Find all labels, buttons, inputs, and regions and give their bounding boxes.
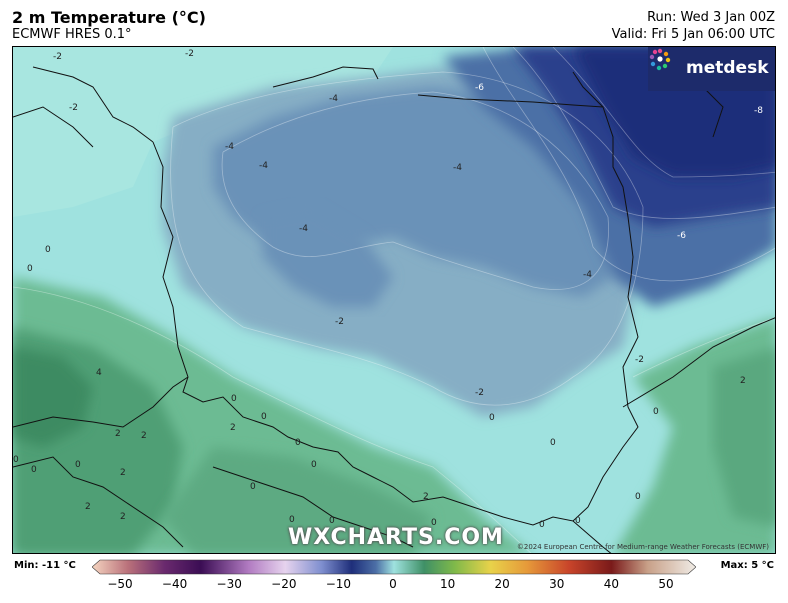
contour-label: -2 [635, 355, 644, 365]
colorbar-tick-label: −30 [216, 577, 242, 591]
colorbar-tick-label: 10 [439, 577, 456, 591]
contour-label: -4 [299, 224, 308, 234]
contour-label: 0 [261, 412, 267, 422]
logo-text: metdesk [686, 58, 769, 78]
contour-label: 0 [27, 264, 33, 274]
copyright-notice: ©2024 European Centre for Medium-range W… [516, 543, 769, 551]
colorbar-tick-label: −50 [107, 577, 133, 591]
max-temperature: Max: 5 °C [720, 560, 774, 571]
contour-label: 0 [489, 413, 495, 423]
colorbar-tick-label: 20 [494, 577, 510, 591]
contour-label: -2 [185, 49, 194, 59]
colorbar-tick-label: −20 [271, 577, 297, 591]
contour-label: -6 [475, 83, 484, 93]
contour-label: 0 [250, 482, 256, 492]
logo-flower-icon [649, 48, 671, 71]
model-label: ECMWF HRES 0.1° [12, 27, 132, 42]
watermark: WXCHARTS.COM [288, 525, 504, 550]
run-time: Run: Wed 3 Jan 00Z [647, 10, 775, 25]
contour-label: -4 [583, 270, 592, 280]
contour-label: 2 [120, 468, 126, 478]
contour-labels: -2 -2 -2 -4 -4 -4 -6 -4 -4 -8 -6 -4 -2 -… [13, 49, 763, 530]
contour-label: 2 [423, 492, 429, 502]
country-borders [13, 66, 775, 553]
contour-label: -8 [754, 106, 763, 116]
contour-label: 0 [653, 407, 659, 417]
contour-label: -4 [225, 142, 234, 152]
metdesk-logo: metdesk [648, 47, 775, 91]
contour-label: 4 [96, 368, 102, 378]
contour-label: 0 [311, 460, 317, 470]
chart-title: 2 m Temperature (°C) [12, 8, 206, 27]
contour-label: 0 [75, 460, 81, 470]
contour-label: 0 [231, 394, 237, 404]
contour-label: 2 [115, 429, 121, 439]
contour-label: 2 [120, 512, 126, 522]
colorbar-tick-label: −40 [161, 577, 188, 591]
contour-label: 0 [295, 438, 301, 448]
chart-header: 2 m Temperature (°C) ECMWF HRES 0.1° Run… [0, 0, 788, 46]
contour-label: 0 [550, 438, 556, 448]
contour-label: -2 [69, 103, 78, 113]
contour-label: 2 [85, 502, 91, 512]
contour-label: 0 [289, 515, 295, 525]
contour-label: 2 [230, 423, 236, 433]
isotherm-lines [13, 47, 775, 553]
map-canvas: -2 -2 -2 -4 -4 -4 -6 -4 -4 -8 -6 -4 -2 -… [13, 47, 775, 553]
contour-label: -2 [475, 388, 484, 398]
contour-label: 2 [740, 376, 746, 386]
colorbar-tick-label: 40 [603, 577, 620, 591]
contour-label: -6 [677, 231, 686, 241]
valid-time: Valid: Fri 5 Jan 06:00 UTC [611, 27, 775, 42]
contour-label: 0 [31, 465, 37, 475]
contour-label: 0 [13, 455, 19, 465]
contour-label: 0 [45, 245, 51, 255]
colorbar-gradient [92, 559, 696, 575]
colorbar-tick-label: −10 [325, 577, 352, 591]
colorbar-tick-label: 0 [389, 577, 397, 591]
min-temperature: Min: -11 °C [14, 560, 76, 571]
contour-label: -2 [53, 52, 62, 62]
contour-label: -4 [453, 163, 462, 173]
contour-label: -2 [335, 317, 344, 327]
colorbar-tick-label: 50 [658, 577, 674, 591]
cold-pocket-west [263, 207, 393, 307]
contour-label: 0 [575, 516, 581, 526]
temperature-map[interactable]: -2 -2 -2 -4 -4 -4 -6 -4 -4 -8 -6 -4 -2 -… [12, 46, 776, 554]
colorbar-tick-label: 30 [549, 577, 565, 591]
contour-label: 0 [329, 516, 335, 526]
contour-label: 0 [539, 520, 545, 530]
contour-label: -4 [329, 94, 338, 104]
contour-label: -4 [259, 161, 268, 171]
mild-region-south [163, 447, 433, 553]
warm-region-east [713, 347, 775, 527]
contour-label: 0 [431, 518, 437, 528]
contour-label: 2 [141, 431, 147, 441]
contour-label: 0 [635, 492, 641, 502]
colorbar: Min: -11 °C Max: 5 °C [0, 556, 788, 603]
